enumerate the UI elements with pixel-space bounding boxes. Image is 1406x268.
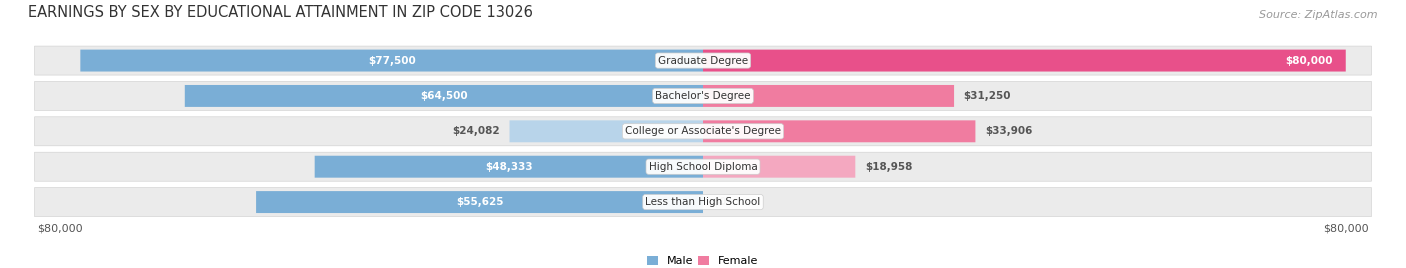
Legend: Male, Female: Male, Female	[643, 252, 763, 268]
Text: College or Associate's Degree: College or Associate's Degree	[626, 126, 780, 136]
Text: $31,250: $31,250	[963, 91, 1011, 101]
Text: Graduate Degree: Graduate Degree	[658, 55, 748, 66]
Text: $48,333: $48,333	[485, 162, 533, 172]
Text: High School Diploma: High School Diploma	[648, 162, 758, 172]
Text: Less than High School: Less than High School	[645, 197, 761, 207]
Text: Source: ZipAtlas.com: Source: ZipAtlas.com	[1260, 10, 1378, 20]
FancyBboxPatch shape	[703, 156, 855, 178]
FancyBboxPatch shape	[80, 50, 703, 72]
FancyBboxPatch shape	[315, 156, 703, 178]
FancyBboxPatch shape	[256, 191, 703, 213]
Text: $80,000: $80,000	[1285, 55, 1333, 66]
Text: $33,906: $33,906	[986, 126, 1032, 136]
Text: EARNINGS BY SEX BY EDUCATIONAL ATTAINMENT IN ZIP CODE 13026: EARNINGS BY SEX BY EDUCATIONAL ATTAINMEN…	[28, 5, 533, 20]
Text: $55,625: $55,625	[456, 197, 503, 207]
FancyBboxPatch shape	[35, 188, 1371, 217]
FancyBboxPatch shape	[509, 120, 703, 142]
FancyBboxPatch shape	[35, 81, 1371, 110]
FancyBboxPatch shape	[35, 46, 1371, 75]
Text: Bachelor's Degree: Bachelor's Degree	[655, 91, 751, 101]
Text: $77,500: $77,500	[368, 55, 416, 66]
FancyBboxPatch shape	[184, 85, 703, 107]
FancyBboxPatch shape	[35, 152, 1371, 181]
FancyBboxPatch shape	[703, 120, 976, 142]
Text: $18,958: $18,958	[865, 162, 912, 172]
FancyBboxPatch shape	[35, 117, 1371, 146]
FancyBboxPatch shape	[703, 85, 955, 107]
Text: $64,500: $64,500	[420, 91, 468, 101]
Text: $24,082: $24,082	[453, 126, 501, 136]
FancyBboxPatch shape	[703, 50, 1346, 72]
Text: $0: $0	[713, 197, 727, 207]
